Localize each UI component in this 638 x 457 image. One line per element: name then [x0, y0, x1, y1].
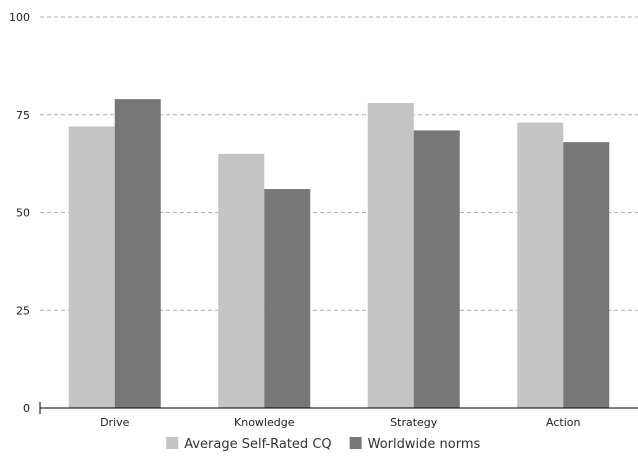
legend-label: Worldwide norms [368, 437, 481, 452]
x-axis-labels: Drive Knowledge Strategy Action [100, 416, 580, 429]
bar-drive-series-2 [114, 99, 161, 409]
bar-strategy-series-1 [367, 103, 414, 409]
y-tick-label: 25 [16, 304, 30, 317]
x-tick-label: Knowledge [234, 416, 295, 429]
x-tick-label: Drive [100, 416, 130, 429]
bars [68, 99, 610, 409]
x-tick-label: Strategy [390, 416, 438, 429]
bar-knowledge-series-2 [264, 189, 311, 408]
x-tick-label: Action [546, 416, 580, 429]
legend-swatch [349, 437, 362, 449]
y-tick-label: 0 [23, 402, 30, 415]
y-tick-label: 75 [16, 109, 30, 122]
bar-strategy-series-2 [413, 130, 460, 408]
y-axis-ticks: 0 25 50 75 100 [9, 11, 30, 415]
bar-knowledge-series-1 [218, 153, 265, 408]
y-tick-label: 50 [16, 207, 30, 220]
legend-swatch [166, 437, 179, 449]
bar-action-series-1 [517, 122, 564, 408]
legend-label: Average Self-Rated CQ [184, 437, 331, 452]
bar-drive-series-1 [68, 126, 115, 408]
bar-action-series-2 [563, 142, 610, 408]
legend: Average Self-Rated CQ Worldwide norms [166, 437, 480, 452]
y-tick-label: 100 [9, 11, 30, 24]
